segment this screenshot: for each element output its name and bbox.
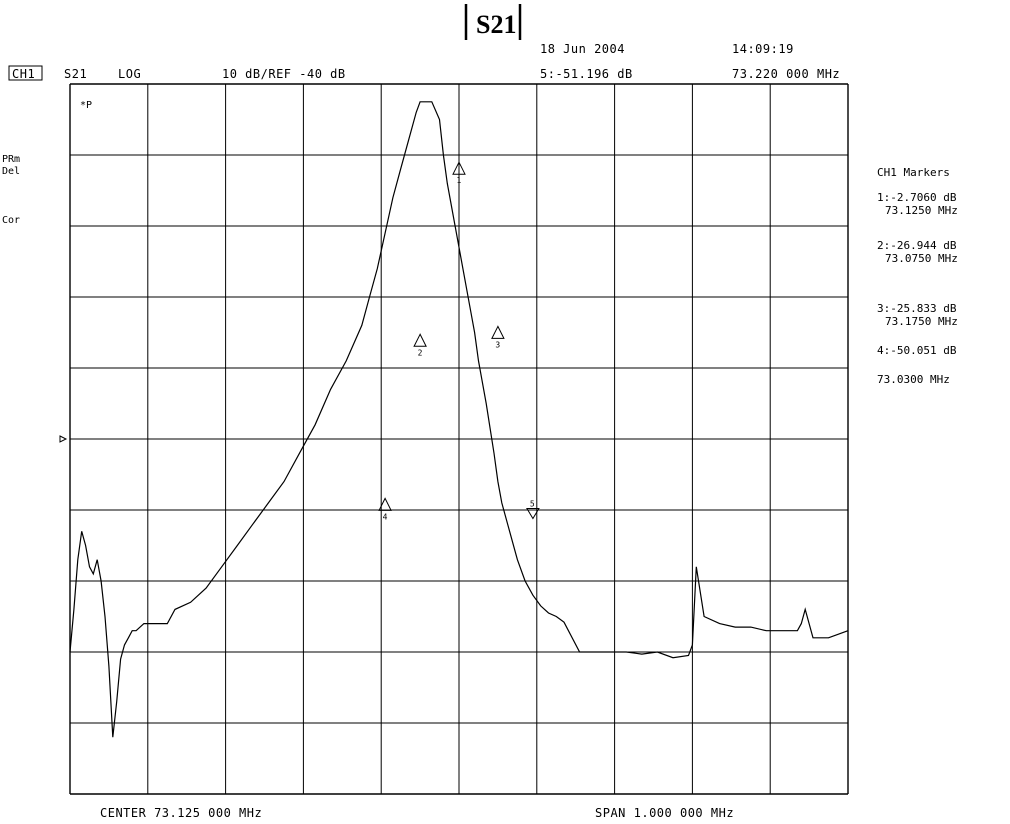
footer-center: CENTER 73.125 000 MHz: [100, 806, 262, 819]
marker-5-symbol: [526, 507, 540, 520]
marker-4-freq: 73.0300 MHz: [877, 373, 950, 386]
marker-3-value: 3:-25.833 dB: [877, 302, 957, 315]
marker-1-freq: 73.1250 MHz: [885, 204, 958, 217]
marker-2-value: 2:-26.944 dB: [877, 239, 957, 252]
header-param: S21: [64, 67, 87, 81]
s21-trace: [69, 101, 849, 738]
header-format: LOG: [118, 67, 141, 81]
header-date: 18 Jun 2004: [540, 42, 625, 56]
marker-4-symbol: [378, 497, 392, 511]
header-time: 14:09:19: [732, 42, 794, 56]
marker-1-symbol: [452, 161, 466, 175]
reference-level-icon: [59, 435, 68, 443]
header-scale: 10 dB/REF -40 dB: [222, 67, 346, 81]
header-active-marker-value: 5:-51.196 dB: [540, 67, 633, 81]
footer-span: SPAN 1.000 000 MHz: [595, 806, 734, 819]
markers-panel-title: CH1 Markers: [877, 166, 950, 179]
marker-3-symbol: [491, 325, 505, 339]
marker-4-label: 4: [383, 512, 388, 521]
marker-1-label: 1: [457, 176, 462, 185]
markers: 1 2 3 4 5: [378, 161, 540, 521]
header-active-marker-freq: 73.220 000 MHz: [732, 67, 840, 81]
label-prm: PRm: [2, 154, 20, 165]
marker-2-label: 2: [418, 348, 423, 357]
marker-1-value: 1:-2.7060 dB: [877, 191, 957, 204]
label-ap: *P: [80, 100, 92, 111]
marker-2-freq: 73.0750 MHz: [885, 252, 958, 265]
label-cor: Cor: [2, 215, 20, 226]
marker-5-label: 5: [530, 499, 535, 508]
marker-3-freq: 73.1750 MHz: [885, 315, 958, 328]
marker-2-symbol: [413, 333, 427, 347]
header-channel: CH1: [12, 67, 35, 81]
marker-3-label: 3: [495, 340, 500, 349]
label-del: Del: [2, 166, 20, 177]
marker-4-value: 4:-50.051 dB: [877, 344, 957, 357]
channel-box: [8, 65, 43, 81]
chart-title: S21: [476, 10, 516, 39]
grid: [69, 83, 849, 795]
